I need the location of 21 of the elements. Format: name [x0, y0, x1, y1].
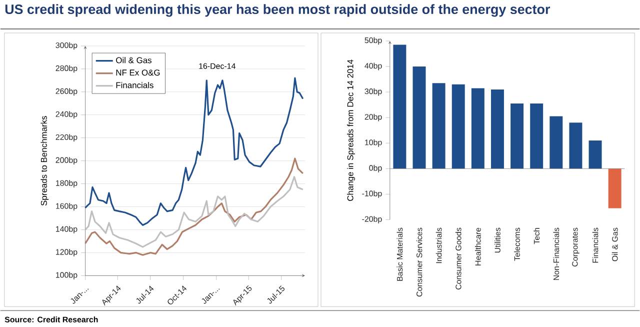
- bar: [588, 140, 602, 169]
- bar: [393, 44, 406, 169]
- chart-title: US credit spread widening this year has been most rapid outside of the energy sector: [5, 4, 550, 17]
- bar: [510, 104, 524, 169]
- bar: [608, 168, 622, 208]
- bar: [452, 84, 465, 169]
- line-series: [84, 158, 304, 256]
- bar: [550, 116, 563, 169]
- y-axis-title: Change in Spreads from Dec 14 2014: [347, 60, 355, 202]
- bar: [490, 90, 504, 169]
- line-series: [84, 78, 304, 226]
- legend-label: NF Ex O&G: [116, 70, 160, 76]
- legend-label: Oil & Gas: [116, 57, 152, 64]
- bar: [471, 88, 484, 169]
- bar: [412, 66, 426, 169]
- y-axis-title: Spreads to Benchmarks: [40, 116, 49, 206]
- bar: [569, 122, 582, 169]
- bar: [432, 83, 446, 169]
- legend-label: Financials: [116, 82, 154, 88]
- line-series: [84, 176, 304, 248]
- bar: [530, 104, 544, 169]
